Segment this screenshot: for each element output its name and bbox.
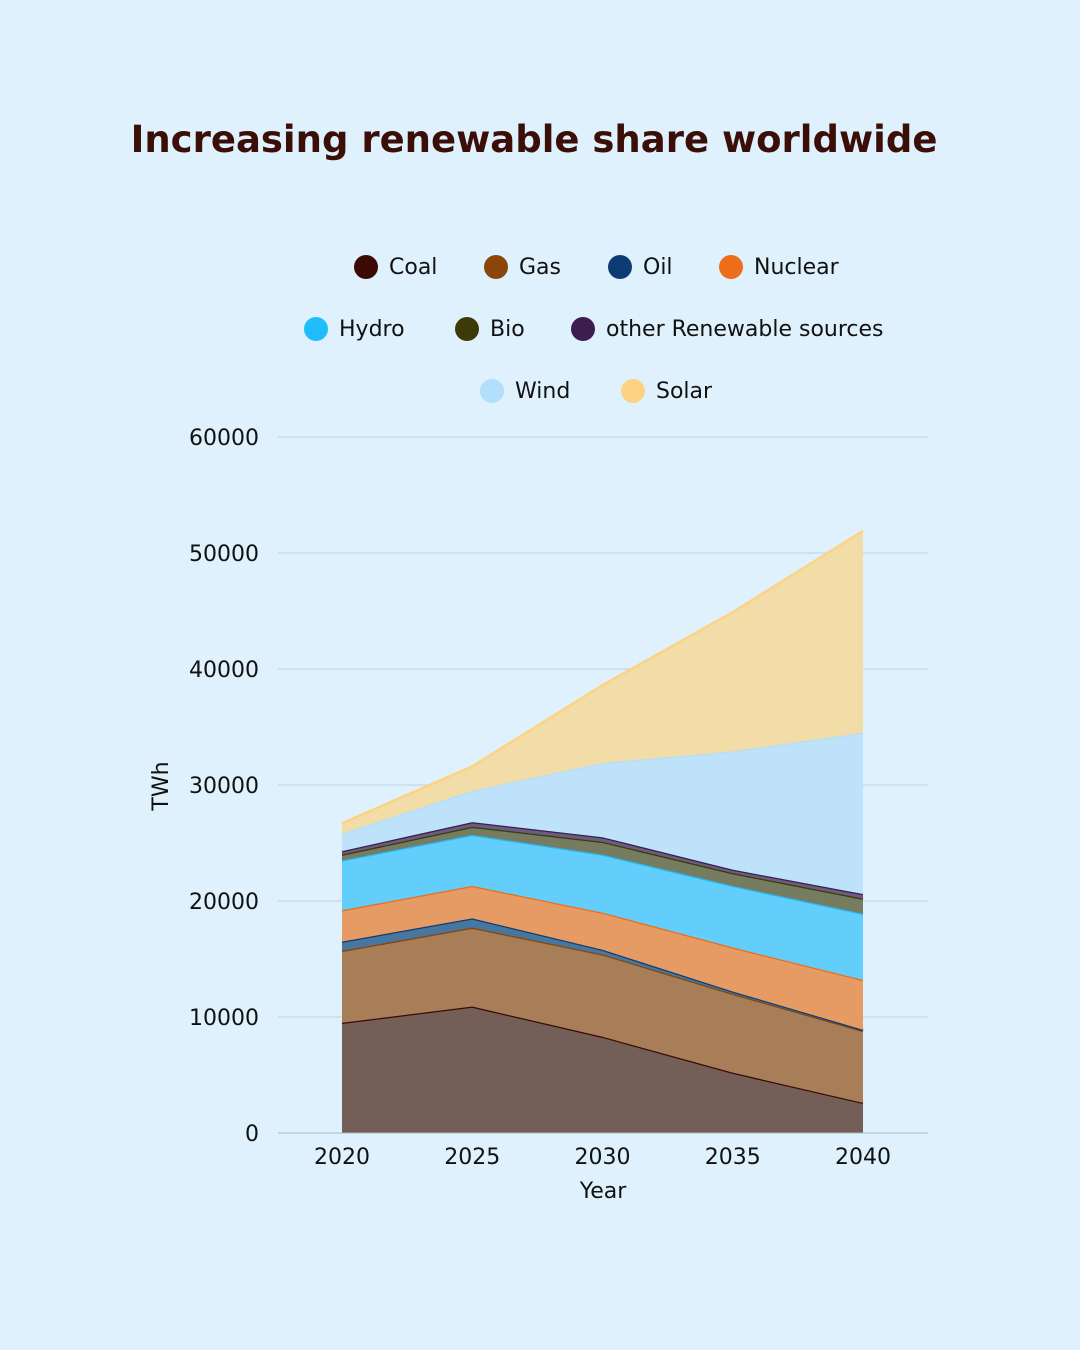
area-wind xyxy=(342,732,863,895)
x-tick-label: 2020 xyxy=(314,1145,370,1170)
stacked-areas xyxy=(341,529,864,1133)
legend-label: other Renewable sources xyxy=(606,317,884,342)
legend-label: Oil xyxy=(643,255,673,280)
y-tick-label: 40000 xyxy=(189,658,259,683)
legend-swatch xyxy=(455,317,479,341)
legend-label: Wind xyxy=(515,379,570,404)
legend-item-coal[interactable]: Coal xyxy=(354,255,437,280)
area-coal xyxy=(342,1006,863,1133)
x-tick-label: 2025 xyxy=(444,1145,500,1170)
legend-swatch xyxy=(571,317,595,341)
axes: 0 10000 20000 30000 40000 50000 60000 2020 2025 2… xyxy=(189,426,928,1170)
legend: Coal Gas Oil Nuclear Hydro Bio other Renewable… xyxy=(304,255,884,404)
legend-label: Bio xyxy=(490,317,525,342)
legend-label: Coal xyxy=(389,255,437,280)
legend-item-solar[interactable]: Solar xyxy=(621,379,713,404)
y-tick-label: 50000 xyxy=(189,542,259,567)
legend-swatch xyxy=(608,255,632,279)
area-gas xyxy=(342,927,863,1103)
chart-title: Increasing renewable share worldwide xyxy=(131,118,938,161)
x-tick-label: 2040 xyxy=(835,1145,891,1170)
area-solar xyxy=(342,530,863,834)
area-hydro xyxy=(342,834,863,980)
y-tick-label: 10000 xyxy=(189,1006,259,1031)
legend-item-wind[interactable]: Wind xyxy=(480,379,570,404)
x-tick-label: 2030 xyxy=(575,1145,631,1170)
x-axis-label: Year xyxy=(579,1179,628,1204)
legend-swatch xyxy=(484,255,508,279)
legend-item-other-renewable-sources[interactable]: other Renewable sources xyxy=(571,317,884,342)
line-solar xyxy=(341,529,864,825)
y-tick-label: 20000 xyxy=(189,890,259,915)
legend-item-nuclear[interactable]: Nuclear xyxy=(719,255,840,280)
legend-label: Solar xyxy=(656,379,713,404)
y-tick-label: 30000 xyxy=(189,774,259,799)
y-tick-label: 0 xyxy=(245,1122,259,1147)
area-nuclear xyxy=(342,885,863,1030)
legend-swatch xyxy=(354,255,378,279)
area-bio xyxy=(342,826,863,914)
x-tick-label: 2035 xyxy=(705,1145,761,1170)
legend-label: Nuclear xyxy=(754,255,840,280)
legend-item-oil[interactable]: Oil xyxy=(608,255,673,280)
legend-item-gas[interactable]: Gas xyxy=(484,255,561,280)
y-axis-label: TWh xyxy=(149,761,174,811)
y-tick-label: 60000 xyxy=(189,426,259,451)
legend-swatch xyxy=(480,379,504,403)
legend-swatch xyxy=(719,255,743,279)
legend-item-bio[interactable]: Bio xyxy=(455,317,525,342)
legend-label: Hydro xyxy=(339,317,405,342)
legend-label: Gas xyxy=(519,255,561,280)
legend-swatch xyxy=(621,379,645,403)
legend-swatch xyxy=(304,317,328,341)
legend-item-hydro[interactable]: Hydro xyxy=(304,317,405,342)
